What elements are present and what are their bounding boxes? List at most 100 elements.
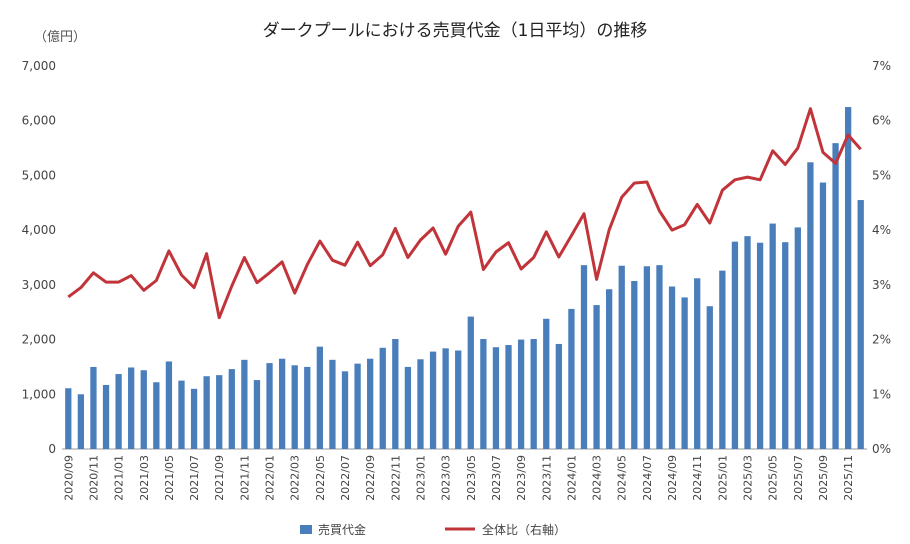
bar [417,359,424,449]
x-tick-label: 2022/05 [314,455,327,501]
x-tick-label: 2024/07 [641,455,654,501]
line-series [67,107,862,320]
x-tick-label: 2023/07 [490,455,503,501]
bar [115,374,122,449]
bar [455,350,462,449]
bar [190,388,198,449]
bar [555,343,562,449]
bar [782,242,789,449]
x-tick-label: 2023/05 [465,455,478,501]
bar [102,384,110,449]
bar [706,306,713,449]
x-tick-label: 2022/03 [289,455,302,501]
bar [165,361,173,449]
x-axis: 2020/09 2020/11 2021/01 2021/03 2021/05 2021/… [62,455,855,501]
bar [807,162,814,449]
x-tick-label: 2023/11 [540,455,553,501]
x-tick-label: 2023/01 [415,455,428,501]
bar [316,346,323,449]
y-left-tick-label: 1,000 [22,387,56,401]
bar [329,359,336,449]
bar [467,316,474,449]
y-unit-label: （億円） [34,29,86,45]
bar [178,380,185,449]
legend: 売買代金 全体比（右軸） [300,522,566,537]
bar [153,382,160,449]
bar [442,348,449,449]
bar [631,281,638,449]
bar-series [65,107,864,450]
x-tick-label: 2021/11 [238,455,251,501]
x-tick-label: 2025/09 [817,455,830,501]
bar [819,182,827,449]
bar [618,265,625,449]
bar [304,366,311,449]
x-tick-label: 2025/11 [842,455,855,501]
y-left-tick-label: 2,000 [22,333,56,347]
x-tick-label: 2022/11 [389,455,402,501]
x-tick-label: 2023/03 [440,455,453,501]
bar [77,394,85,449]
y-right-axis: 0% 1% 2% 3% 4% 5% 6% 7% [872,59,891,456]
bar [505,345,512,449]
x-tick-label: 2024/11 [691,455,704,501]
y-right-tick-label: 3% [872,278,891,292]
bar [379,347,386,449]
bar [543,318,550,449]
bar [291,365,298,449]
x-tick-label: 2025/03 [742,455,755,501]
legend-label-bar: 売買代金 [318,522,366,537]
y-left-axis: 0 1,000 2,000 3,000 4,000 5,000 6,000 7,000 [22,59,56,456]
bar [253,380,261,449]
y-right-tick-label: 2% [872,333,891,347]
bar [429,351,437,449]
bar [492,347,500,449]
bar [228,369,235,449]
bar [769,223,776,449]
bar [756,242,764,449]
bar [140,370,147,449]
x-tick-label: 2020/11 [87,455,100,501]
y-left-tick-label: 6,000 [22,114,56,128]
x-tick-label: 2021/01 [113,455,126,501]
bar [216,375,223,449]
bar [580,265,588,449]
bar [480,339,487,449]
x-tick-label: 2025/07 [792,455,805,501]
y-left-tick-label: 3,000 [22,278,56,292]
bar [278,358,286,449]
x-tick-label: 2025/05 [767,455,780,501]
y-right-tick-label: 1% [872,387,891,401]
x-tick-label: 2025/01 [716,455,729,501]
bar [530,339,537,449]
bar [719,270,726,449]
x-tick-label: 2022/01 [264,455,277,501]
bar [593,305,600,449]
y-left-tick-label: 5,000 [22,168,56,182]
bar [694,278,701,449]
x-tick-label: 2021/05 [163,455,176,501]
bar [744,236,751,449]
bar [794,227,801,449]
x-tick-label: 2024/03 [591,455,604,501]
legend-swatch-bar [300,525,312,534]
bar [731,241,739,449]
x-tick-label: 2023/09 [515,455,528,501]
y-right-tick-label: 0% [872,442,891,456]
bar [341,371,349,449]
y-right-tick-label: 4% [872,223,891,237]
bar [517,339,525,449]
bar [643,266,651,449]
bar [404,366,412,449]
y-right-tick-label: 6% [872,114,891,128]
bar [844,107,852,450]
bar [90,366,97,449]
bar [606,289,613,449]
bar [266,363,273,449]
legend-label-line: 全体比（右軸） [482,522,566,537]
chart-title: ダークプールにおける売買代金（1日平均）の推移 [263,21,648,41]
bar [65,388,72,449]
y-left-tick-label: 4,000 [22,223,56,237]
bar [392,339,399,449]
